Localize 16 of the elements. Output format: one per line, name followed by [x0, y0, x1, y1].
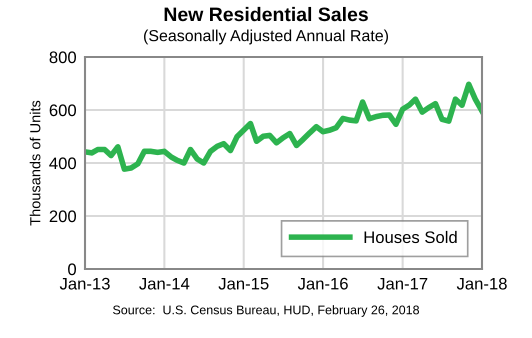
source-note: Source: U.S. Census Bureau, HUD, February 26, 2018	[113, 305, 420, 317]
x-tick-label: Jan-17	[377, 278, 428, 290]
x-tick-label: Jan-16	[298, 278, 348, 290]
y-tick-label: 200	[50, 210, 76, 222]
chart-title: New Residential Sales	[164, 6, 368, 22]
x-tick-label: Jan-13	[60, 278, 110, 290]
y-tick-label: 0	[68, 263, 76, 276]
y-tick-label: 600	[50, 104, 76, 116]
chart-subtitle: (Seasonally Adjusted Annual Rate)	[144, 30, 388, 44]
legend-label: Houses Sold	[364, 230, 457, 244]
y-tick-label: 800	[50, 51, 76, 64]
x-tick-label: Jan-18	[456, 278, 507, 290]
x-tick-label: Jan-14	[139, 278, 190, 290]
y-axis-title: Thousands of Units	[30, 100, 40, 226]
x-tick-label: Jan-15	[218, 278, 268, 290]
y-tick-label: 400	[49, 157, 76, 170]
